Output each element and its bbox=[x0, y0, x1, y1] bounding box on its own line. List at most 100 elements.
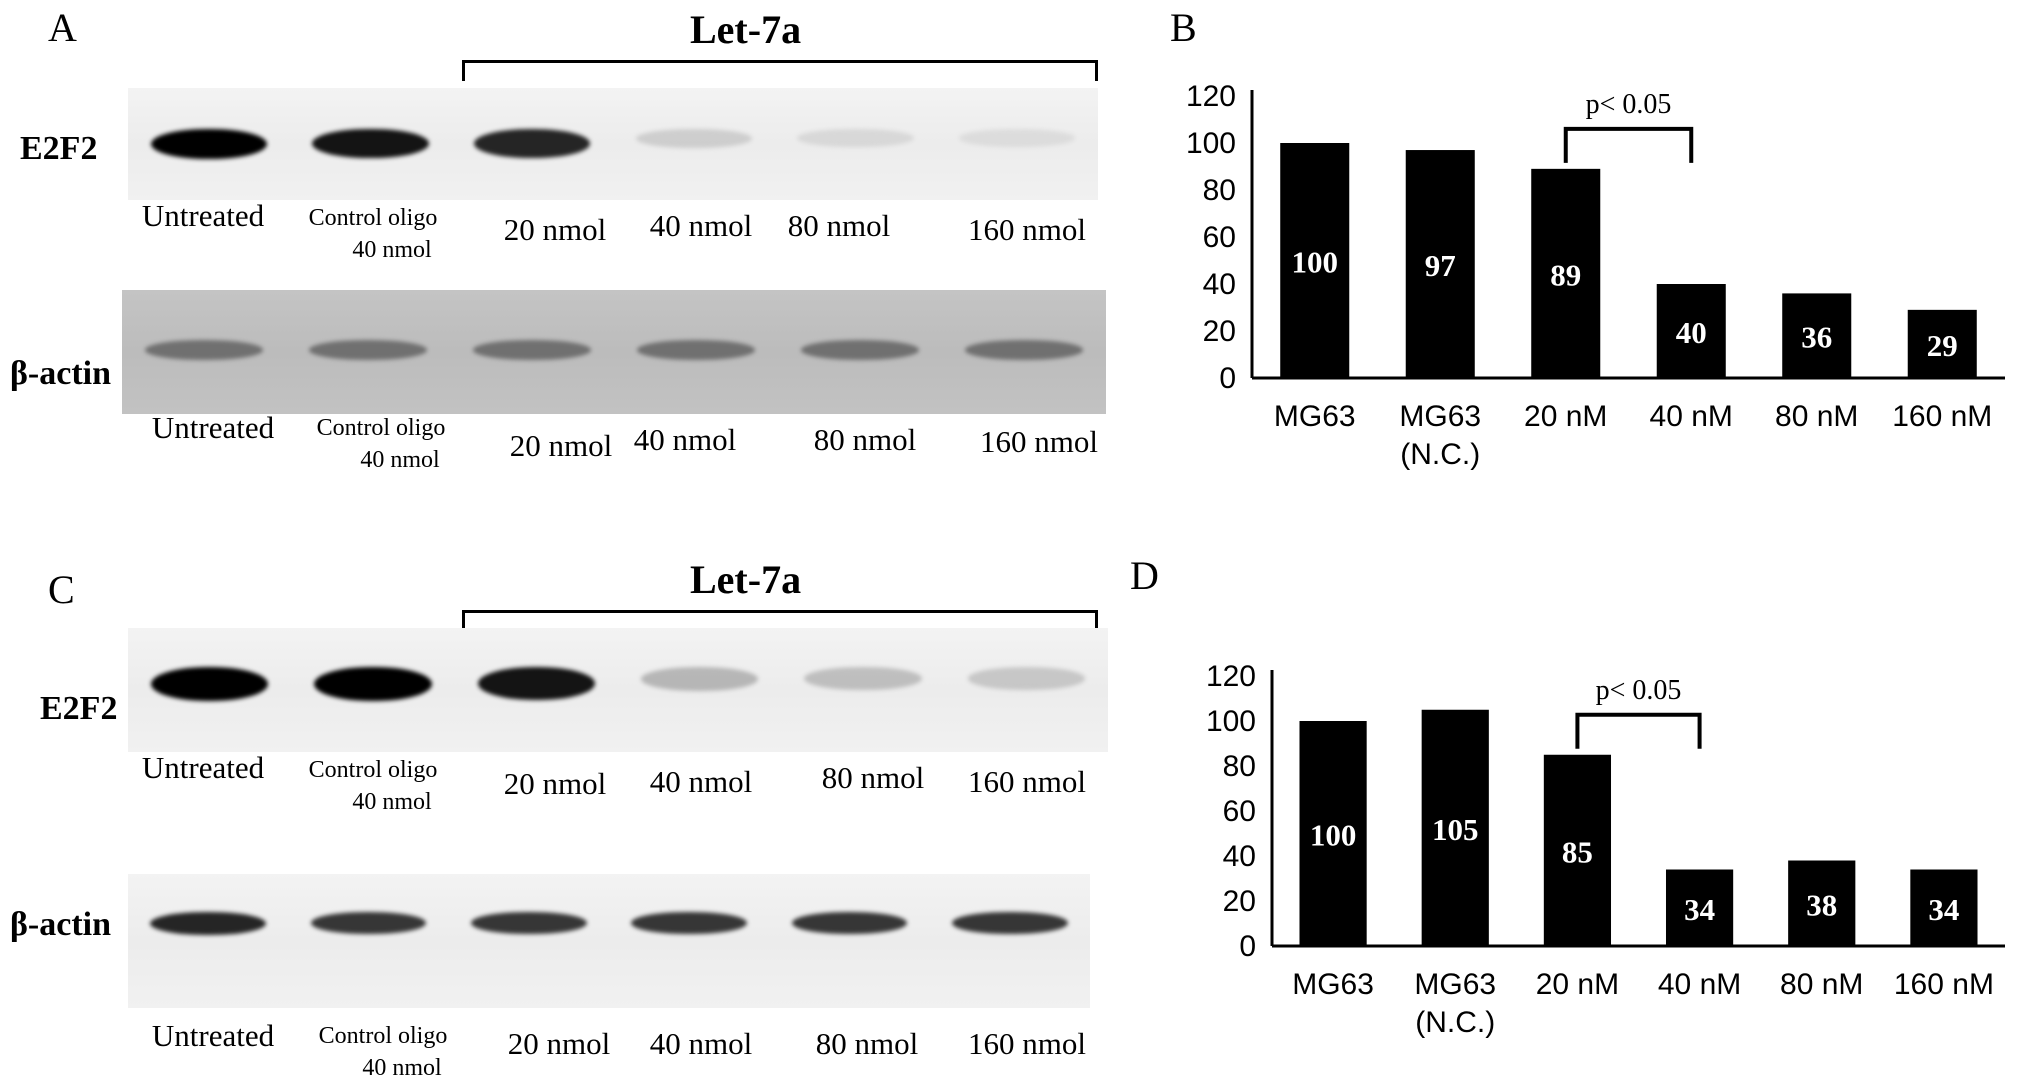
lane-label: Control oligo 40 nmol bbox=[298, 202, 448, 266]
lane-label: 20 nmol bbox=[507, 1026, 611, 1061]
bar-data-label: 29 bbox=[1927, 328, 1958, 363]
lane-label: 160 nmol bbox=[968, 212, 1086, 247]
bar-data-label: 100 bbox=[1292, 245, 1339, 280]
lane-label: Untreated bbox=[151, 1018, 275, 1053]
significance-label: p< 0.05 bbox=[1596, 675, 1682, 706]
x-tick-label: (N.C.) bbox=[1400, 438, 1480, 471]
bar-data-label: 38 bbox=[1806, 887, 1837, 922]
x-tick-label: 20 nM bbox=[1536, 968, 1619, 1001]
lane-label: Control oligo 40 nmol bbox=[308, 1020, 458, 1084]
bar-data-label: 34 bbox=[1684, 892, 1715, 927]
let7a-label-a: Let-7a bbox=[690, 7, 802, 52]
bar bbox=[1907, 309, 1977, 378]
x-tick-label: MG63 bbox=[1292, 968, 1374, 1001]
blot-e2f2-a bbox=[128, 88, 1098, 200]
blot-band bbox=[150, 129, 268, 159]
bar-chart-b: 0 20 40 60 80 100 120 100 97 89 40 36 29 MG63 MG63 (N.C… bbox=[1186, 80, 2005, 471]
lane-label: 160 nmol bbox=[968, 1026, 1086, 1061]
bar-data-label: 36 bbox=[1801, 320, 1832, 355]
significance-bracket bbox=[1575, 712, 1702, 749]
lane-label: 160 nmol bbox=[968, 764, 1086, 799]
blot-band bbox=[791, 912, 908, 935]
lane-label: 20 nmol bbox=[509, 428, 613, 463]
blot-band bbox=[804, 667, 922, 691]
bar bbox=[1299, 721, 1367, 946]
lane-label: 160 nmol bbox=[980, 424, 1098, 459]
y-tick-label: 20 bbox=[1203, 315, 1236, 348]
blot-band bbox=[150, 667, 269, 701]
lane-label: Untreated bbox=[141, 198, 265, 233]
blot-band bbox=[958, 129, 1076, 147]
bar-data-label: 85 bbox=[1562, 834, 1593, 869]
bar-data-label: 40 bbox=[1676, 315, 1707, 350]
blot-band bbox=[308, 340, 428, 360]
y-tick-label: 120 bbox=[1206, 660, 1256, 693]
bar bbox=[1782, 293, 1852, 378]
row-label-beta-actin-c: β-actin bbox=[10, 906, 112, 943]
lane-label: 80 nmol bbox=[813, 422, 917, 457]
row-label-beta-actin-a: β-actin bbox=[10, 355, 112, 392]
x-tick-label: 20 nM bbox=[1524, 400, 1607, 433]
bar-data-label: 97 bbox=[1425, 248, 1456, 283]
x-tick-label: 40 nM bbox=[1658, 968, 1741, 1001]
lane-label-line: Control oligo bbox=[318, 1023, 448, 1049]
lane-label-line: 40 nmol bbox=[352, 789, 432, 815]
let7a-bracket-c bbox=[462, 610, 1098, 631]
bar bbox=[1788, 860, 1856, 946]
y-tick-label: 60 bbox=[1223, 795, 1256, 828]
blot-band bbox=[631, 912, 747, 935]
bar-data-label: 105 bbox=[1432, 812, 1479, 847]
blot-band bbox=[314, 667, 432, 701]
lane-label: 40 nmol bbox=[649, 764, 753, 799]
lane-label: 40 nmol bbox=[649, 1026, 753, 1061]
blot-band bbox=[636, 340, 756, 360]
lane-label-line: Control oligo bbox=[308, 757, 438, 783]
lane-label-line: 40 nmol bbox=[360, 447, 440, 473]
blot-band bbox=[473, 129, 591, 158]
panel-letter-c: C bbox=[48, 567, 75, 612]
lane-label: 80 nmol bbox=[787, 208, 891, 243]
significance-bracket bbox=[1563, 126, 1694, 163]
blot-band bbox=[967, 667, 1086, 690]
panel-letter-a: A bbox=[48, 5, 77, 50]
bar bbox=[1405, 150, 1475, 378]
bar bbox=[1543, 754, 1612, 946]
let7a-bracket-a bbox=[462, 60, 1098, 81]
bar-data-label: 100 bbox=[1310, 818, 1357, 853]
significance-label: p< 0.05 bbox=[1586, 89, 1672, 120]
blot-band bbox=[635, 129, 753, 149]
row-label-e2f2-c: E2F2 bbox=[40, 690, 118, 727]
bar bbox=[1665, 869, 1734, 946]
x-tick-label: 160 nM bbox=[1892, 400, 1992, 433]
y-tick-label: 120 bbox=[1186, 80, 1236, 113]
x-tick-label: 160 nM bbox=[1894, 968, 1994, 1001]
bar bbox=[1421, 709, 1489, 946]
blot-band bbox=[150, 912, 266, 935]
row-label-e2f2-a: E2F2 bbox=[20, 130, 98, 167]
y-tick-label: 80 bbox=[1223, 750, 1256, 783]
y-tick-label: 40 bbox=[1203, 268, 1236, 301]
blot-band bbox=[952, 912, 1068, 935]
blot-band bbox=[310, 912, 427, 935]
blot-beta-actin-a bbox=[122, 290, 1106, 414]
panel-letter-b: B bbox=[1170, 5, 1197, 50]
lane-label: 40 nmol bbox=[649, 208, 753, 243]
y-tick-label: 0 bbox=[1239, 930, 1256, 963]
y-tick-label: 100 bbox=[1186, 127, 1236, 160]
lane-label: Control oligo 40 nmol bbox=[306, 412, 456, 476]
x-tick-label: 80 nM bbox=[1775, 400, 1858, 433]
bar-data-label: 89 bbox=[1550, 257, 1581, 292]
lane-label: Untreated bbox=[141, 750, 265, 785]
blot-band bbox=[800, 340, 920, 360]
blot-beta-actin-c bbox=[128, 874, 1090, 1008]
y-tick-label: 0 bbox=[1219, 362, 1236, 395]
lane-label-line: 40 nmol bbox=[362, 1055, 442, 1081]
blot-band bbox=[477, 667, 596, 701]
x-tick-label: 80 nM bbox=[1780, 968, 1863, 1001]
lane-label-line: 40 nmol bbox=[352, 237, 432, 263]
bar bbox=[1910, 869, 1978, 946]
lane-label: 20 nmol bbox=[503, 212, 607, 247]
bar-data-label: 34 bbox=[1928, 892, 1959, 927]
x-tick-label: MG63 bbox=[1274, 400, 1356, 433]
blot-band bbox=[640, 667, 759, 692]
